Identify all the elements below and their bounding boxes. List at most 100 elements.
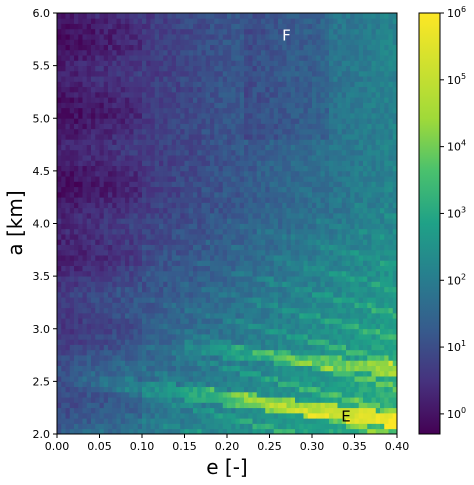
- heat-cell: [282, 165, 287, 172]
- heat-cell: [248, 344, 253, 351]
- heat-cell: [154, 118, 160, 124]
- heat-cell: [116, 139, 122, 145]
- heat-cell: [150, 402, 156, 409]
- heat-cell: [307, 291, 313, 298]
- heat-cell: [112, 207, 117, 214]
- heat-cell: [108, 297, 113, 303]
- heat-cell: [248, 70, 253, 77]
- heat-cell: [133, 265, 139, 272]
- heat-cell: [91, 97, 96, 103]
- heat-cell: [278, 239, 283, 245]
- heat-cell: [137, 328, 143, 335]
- heat-cell: [201, 218, 207, 224]
- heat-cell: [320, 397, 326, 403]
- heat-cell: [176, 186, 181, 193]
- heat-cell: [159, 281, 164, 288]
- heat-cell: [235, 339, 241, 345]
- heat-cell: [201, 270, 207, 277]
- heat-cell: [295, 260, 300, 266]
- heat-cell: [78, 302, 83, 309]
- heat-cell: [290, 186, 296, 193]
- heat-cell: [248, 149, 253, 156]
- heat-cell: [61, 160, 66, 167]
- heat-cell: [61, 376, 66, 382]
- heat-cell: [290, 13, 296, 19]
- heat-cell: [167, 86, 173, 93]
- heat-cell: [57, 155, 62, 161]
- heat-cell: [188, 234, 194, 240]
- heat-cell: [171, 428, 177, 435]
- heat-cell: [218, 34, 224, 40]
- heat-cell: [282, 234, 287, 240]
- heat-cell: [239, 391, 245, 398]
- heat-cell: [125, 355, 130, 361]
- heat-cell: [239, 286, 245, 293]
- heat-cell: [244, 155, 249, 161]
- heat-cell: [248, 34, 253, 40]
- heat-cell: [227, 318, 232, 324]
- heat-cell: [278, 334, 283, 340]
- heat-cell: [269, 291, 275, 298]
- heat-cell: [269, 218, 275, 224]
- heat-cell: [91, 197, 96, 203]
- heat-cell: [108, 365, 113, 372]
- heat-cell: [82, 260, 88, 266]
- heat-cell: [82, 197, 88, 203]
- heat-cell: [154, 218, 160, 224]
- heat-cell: [95, 302, 100, 309]
- heat-cell: [103, 391, 109, 398]
- heat-cell: [278, 234, 283, 240]
- heat-cell: [269, 97, 275, 103]
- heat-cell: [231, 402, 236, 409]
- heat-cell: [201, 191, 207, 198]
- heat-cell: [286, 218, 292, 224]
- heat-cell: [252, 312, 258, 319]
- heat-cell: [125, 44, 130, 51]
- heat-cell: [290, 34, 296, 40]
- heat-cell: [307, 60, 313, 67]
- heat-cell: [227, 18, 232, 24]
- heat-cell: [303, 149, 309, 156]
- heat-cell: [171, 107, 177, 114]
- heat-cell: [295, 307, 300, 314]
- heat-cell: [193, 386, 198, 393]
- heat-cell: [137, 207, 143, 214]
- heat-cell: [197, 223, 202, 230]
- heat-cell: [235, 165, 241, 172]
- heat-cell: [282, 276, 287, 282]
- heat-cell: [61, 49, 66, 56]
- heat-cell: [159, 170, 164, 177]
- heat-cell: [205, 218, 211, 224]
- heat-cell: [116, 286, 122, 293]
- heat-cell: [286, 360, 292, 366]
- heat-cell: [256, 381, 262, 388]
- heat-cell: [197, 86, 202, 93]
- heat-cell: [312, 223, 317, 230]
- heat-cell: [125, 365, 130, 372]
- heat-cell: [86, 160, 92, 167]
- heat-cell: [57, 76, 62, 82]
- heat-cell: [231, 428, 236, 435]
- heat-cell: [286, 13, 292, 19]
- heat-cell: [180, 139, 185, 145]
- heat-cell: [176, 407, 181, 414]
- heat-cell: [265, 91, 270, 98]
- heat-cell: [91, 134, 96, 140]
- heat-cell: [133, 123, 139, 130]
- heat-cell: [125, 144, 130, 151]
- heat-cell: [103, 423, 109, 430]
- heat-cell: [205, 328, 211, 335]
- heat-cell: [69, 123, 75, 130]
- heat-cell: [214, 281, 219, 288]
- heat-cell: [112, 123, 117, 130]
- heat-cell: [218, 128, 224, 135]
- heat-cell: [214, 86, 219, 93]
- heat-cell: [256, 370, 262, 377]
- heat-cell: [299, 149, 304, 156]
- heat-cell: [231, 334, 236, 340]
- heat-cell: [167, 39, 173, 45]
- heat-cell: [290, 76, 296, 82]
- heat-cell: [282, 423, 287, 430]
- heat-cell: [312, 355, 317, 361]
